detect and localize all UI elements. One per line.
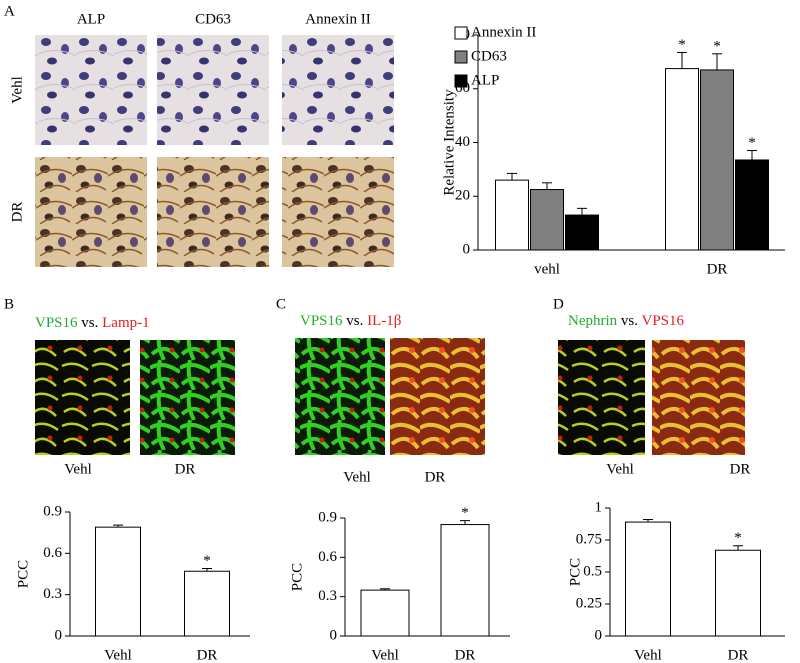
image-label: Vehl [606, 461, 634, 477]
bar [440, 524, 490, 637]
x-tick-label: Vehl [104, 647, 132, 663]
significance-mark: * [461, 505, 469, 521]
legend-swatch [454, 50, 468, 64]
micrograph [652, 340, 745, 455]
micrograph [390, 338, 485, 455]
legend-label: Annexin II [471, 24, 536, 40]
bar [184, 570, 230, 637]
panel-title: VPS16 vs. IL-1β [300, 313, 401, 329]
y-tick-label: 0.9 [318, 509, 337, 525]
y-tick-label: 0 [463, 241, 471, 257]
image-column-label: ALP [77, 11, 105, 27]
micrograph [157, 157, 269, 267]
title-part: vs. [78, 315, 103, 331]
bar [495, 179, 529, 251]
panel-label: C [276, 296, 286, 312]
micrograph [140, 340, 235, 455]
title-part: vs. [617, 313, 641, 329]
x-tick-label: Vehl [634, 647, 662, 663]
y-axis-label: PCC [567, 558, 583, 586]
title-part: IL-1β [367, 313, 401, 329]
bar [360, 589, 410, 637]
y-tick-label: 0.5 [583, 563, 602, 579]
y-tick-label: 0.75 [576, 531, 602, 547]
bar [700, 69, 734, 251]
title-part: Nephrin [568, 313, 618, 329]
micrograph [157, 35, 269, 145]
x-tick-label: DR [728, 647, 749, 663]
significance-mark: * [713, 38, 721, 54]
panel-label: A [4, 3, 15, 19]
panel-title: Nephrin vs. VPS16 [568, 313, 685, 329]
bar [95, 526, 141, 637]
significance-mark: * [748, 135, 756, 151]
bar [625, 521, 671, 637]
legend-label: CD63 [471, 48, 507, 64]
image-row-label: DR [9, 202, 25, 223]
micrograph [295, 338, 385, 455]
title-part: VPS16 [35, 315, 78, 331]
micrograph [282, 35, 394, 145]
micrograph [35, 340, 130, 455]
x-tick-label: DR [455, 647, 476, 663]
x-tick-label: vehl [534, 261, 560, 277]
image-label: Vehl [64, 461, 92, 477]
y-tick-label: 1 [595, 499, 603, 515]
significance-mark: * [734, 530, 742, 546]
legend-swatch [454, 26, 468, 40]
title-part: vs. [343, 313, 368, 329]
title-part: Lamp-1 [102, 315, 149, 331]
legend-swatch [454, 74, 468, 88]
y-tick-label: 0 [595, 627, 603, 643]
image-column-label: CD63 [195, 11, 231, 27]
y-axis-label: Relative Intensity [441, 89, 457, 196]
image-label: DR [175, 461, 196, 477]
y-tick-label: 0.25 [576, 595, 602, 611]
bar [735, 159, 769, 251]
panel-label: D [553, 296, 564, 312]
bar [665, 68, 699, 251]
micrograph [282, 157, 394, 267]
y-tick-label: 20 [455, 188, 470, 204]
y-axis-label: PCC [289, 563, 305, 591]
y-tick-label: 0.3 [318, 588, 337, 604]
y-tick-label: 40 [455, 134, 470, 150]
micrograph [35, 157, 147, 267]
image-row-label: Vehl [9, 76, 25, 104]
image-label: Vehl [343, 469, 371, 485]
x-tick-label: DR [197, 647, 218, 663]
significance-mark: * [678, 37, 686, 53]
y-tick-label: 0.6 [318, 549, 337, 565]
title-part: VPS16 [641, 313, 684, 329]
image-column-label: Annexin II [305, 11, 370, 27]
x-tick-label: DR [707, 261, 728, 277]
panel-label: B [4, 296, 14, 312]
y-tick-label: 0.3 [43, 586, 62, 602]
title-part: VPS16 [300, 313, 343, 329]
y-tick-label: 0 [55, 627, 63, 643]
image-label: DR [425, 469, 446, 485]
panel-title: VPS16 vs. Lamp-1 [35, 315, 150, 331]
y-tick-label: 0 [330, 627, 338, 643]
micrograph [35, 35, 147, 145]
micrograph [558, 340, 645, 455]
bar [565, 214, 599, 251]
bar [715, 549, 761, 637]
image-label: DR [730, 461, 751, 477]
y-tick-label: 0.9 [43, 503, 62, 519]
significance-mark: * [203, 553, 211, 569]
bar [530, 189, 564, 251]
y-tick-label: 0.6 [43, 545, 62, 561]
legend-label: ALP [471, 72, 499, 88]
y-axis-label: PCC [15, 560, 31, 588]
x-tick-label: Vehl [371, 647, 399, 663]
